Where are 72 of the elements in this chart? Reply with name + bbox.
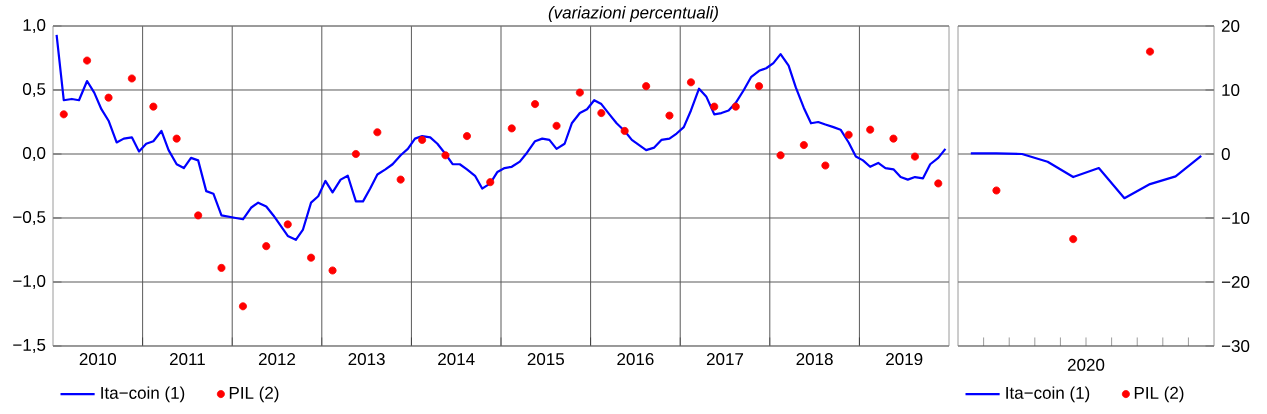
x-tick-label: 2017	[706, 353, 744, 366]
point	[776, 151, 785, 160]
point	[486, 178, 495, 187]
point	[172, 134, 181, 143]
y-tick-label: −1,5	[13, 339, 46, 353]
point	[799, 141, 808, 150]
point	[642, 82, 651, 91]
point	[866, 125, 875, 134]
point	[351, 150, 360, 158]
point	[731, 102, 740, 111]
x-tick-label: 2019	[886, 353, 923, 366]
point	[396, 175, 405, 184]
legend-label: Ita−coin (1)	[101, 386, 185, 403]
point	[597, 109, 606, 118]
point	[283, 220, 292, 229]
point	[307, 253, 316, 262]
y-tick-label: 1,0	[23, 18, 46, 34]
point	[531, 100, 540, 109]
y-tick-label: 0,0	[22, 146, 46, 162]
point	[821, 161, 830, 170]
x-tick-label: 2018	[796, 353, 833, 366]
point	[620, 126, 629, 135]
point	[889, 134, 898, 143]
y-tick-label: −0,5	[13, 210, 46, 226]
y-tick-label: −1,0	[13, 274, 46, 290]
point	[418, 135, 427, 144]
line-series	[969, 152, 1203, 200]
point	[83, 56, 92, 65]
y-tick-label: −20	[1221, 276, 1250, 289]
point	[710, 102, 719, 111]
x-tick-label: 2013	[348, 353, 385, 366]
y-tick-label: −30	[1221, 340, 1250, 353]
point	[552, 121, 561, 130]
legend-label: Ita−coin (1)	[1006, 386, 1090, 403]
legend-label: PIL (2)	[229, 386, 279, 403]
y-tick-label: 20	[1221, 20, 1240, 33]
x-tick-label: 2014	[438, 353, 475, 366]
point	[686, 78, 695, 87]
x-tick-label: 2010	[79, 353, 117, 366]
point	[441, 151, 450, 160]
x-tick-label: 2011	[169, 353, 205, 366]
point	[934, 179, 943, 188]
x-tick-label: 2016	[617, 353, 654, 366]
y-tick-label: 0	[1221, 148, 1230, 161]
x-tick-label: 2012	[258, 353, 296, 366]
x-tick-label: 2015	[527, 353, 565, 366]
point	[238, 302, 247, 311]
point	[104, 93, 113, 102]
point	[462, 132, 471, 141]
point	[217, 263, 226, 272]
point	[665, 111, 674, 120]
point	[262, 242, 271, 251]
point	[992, 186, 1001, 195]
x-axis-title: 2020	[1067, 358, 1105, 371]
point	[844, 130, 853, 139]
y-tick-label: 0,5	[22, 82, 46, 98]
point	[59, 110, 68, 119]
chart-subtitle: (variazioni percentuali)	[548, 6, 718, 22]
point	[910, 152, 919, 161]
y-tick-label: −10	[1221, 212, 1250, 225]
point	[149, 102, 158, 111]
point	[373, 128, 382, 137]
point	[194, 211, 203, 220]
point	[755, 82, 764, 91]
point	[507, 124, 516, 133]
y-tick-label: 10	[1222, 84, 1240, 97]
legend-label: PIL (2)	[1134, 386, 1184, 403]
point	[328, 266, 337, 275]
point	[127, 74, 136, 83]
point	[1146, 47, 1155, 56]
point	[1069, 235, 1078, 244]
point	[575, 88, 584, 97]
